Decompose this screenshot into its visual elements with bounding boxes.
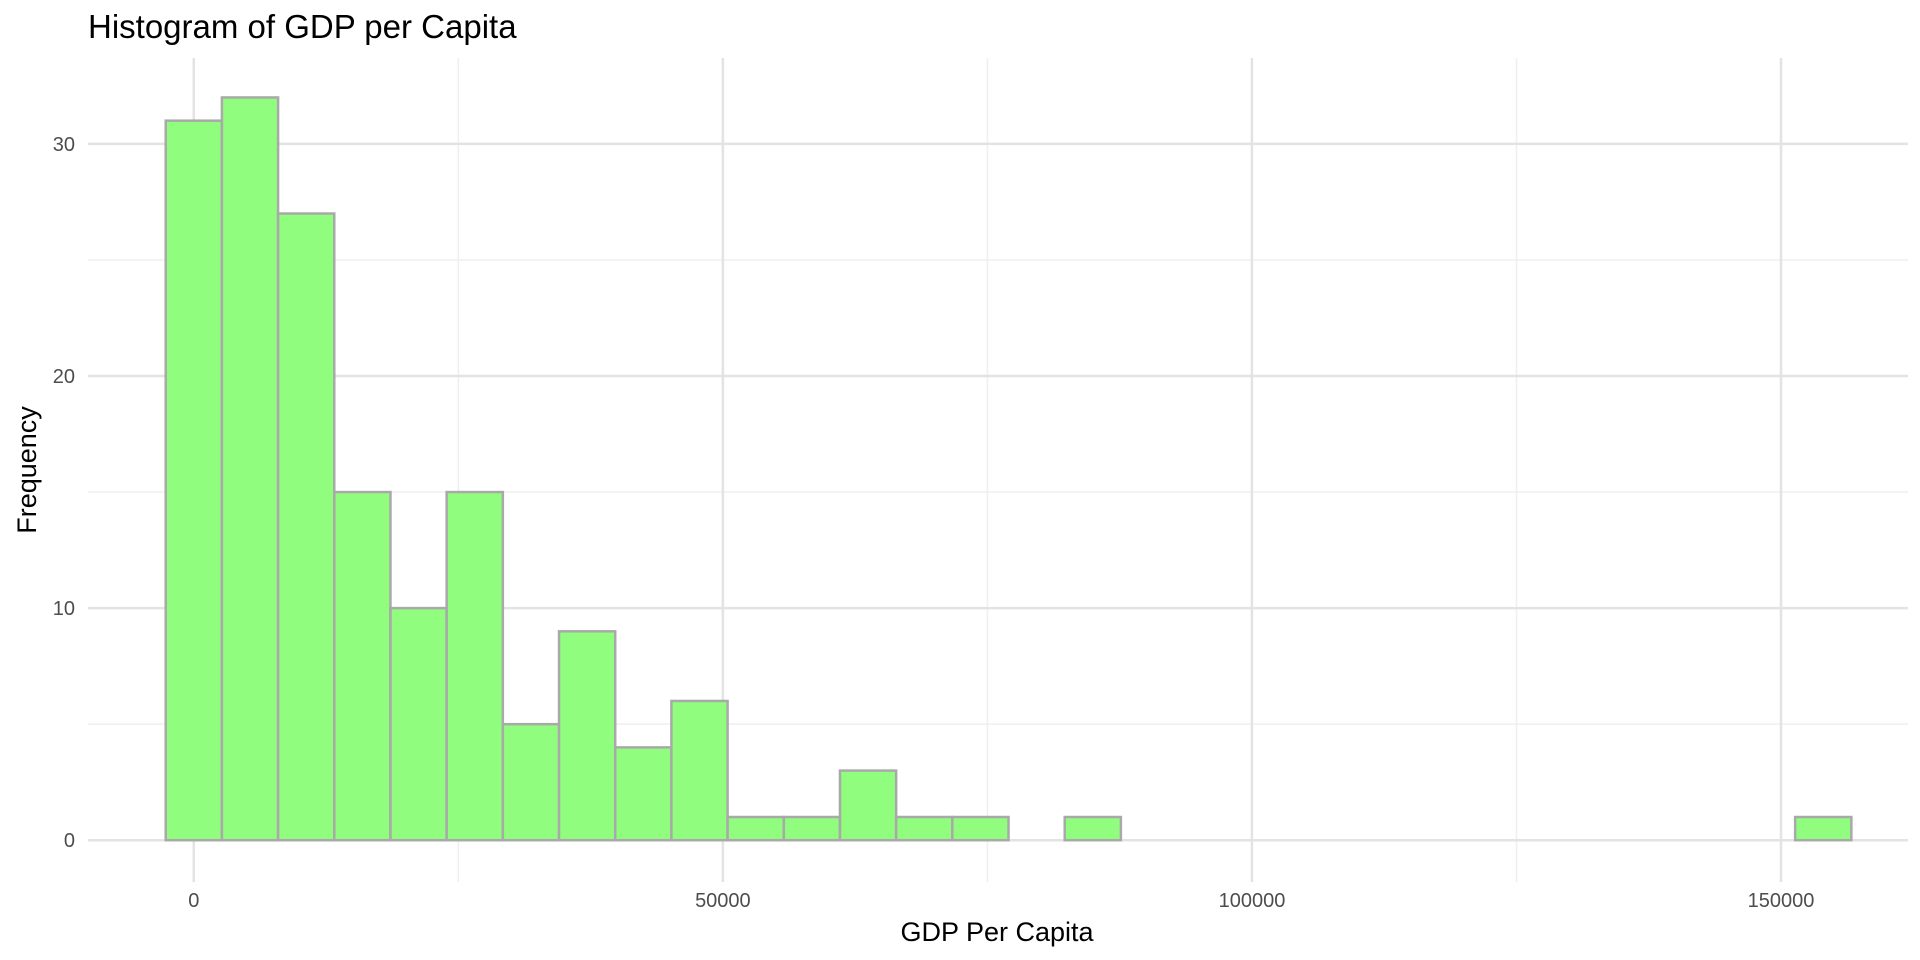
- y-tick-label: 20: [53, 366, 75, 388]
- chart-title: Histogram of GDP per Capita: [88, 8, 517, 45]
- histogram-bar: [782, 815, 842, 842]
- histogram-bar: [670, 699, 729, 842]
- histogram-bar: [726, 815, 786, 842]
- histogram-bar: [613, 746, 673, 842]
- histogram-bar: [164, 119, 224, 842]
- bars-layer: [164, 96, 1853, 842]
- histogram-bar: [894, 815, 954, 842]
- y-tick-label: 30: [53, 134, 75, 156]
- histogram-bar: [838, 769, 898, 842]
- y-axis-tick-labels: 0 10 20 30: [53, 134, 75, 852]
- histogram-bar: [276, 212, 336, 842]
- y-tick-label: 10: [53, 598, 75, 620]
- histogram-bar: [951, 815, 1010, 842]
- histogram-bar: [1063, 815, 1123, 842]
- histogram-bar: [501, 722, 561, 842]
- histogram-bar: [445, 490, 505, 842]
- y-tick-label: 0: [64, 830, 75, 852]
- x-tick-label: 100000: [1219, 890, 1286, 912]
- histogram-bar: [389, 606, 448, 842]
- x-axis-tick-labels: 0 50000 100000 150000: [188, 890, 1814, 912]
- x-tick-label: 150000: [1748, 890, 1815, 912]
- x-axis-title: GDP Per Capita: [900, 917, 1094, 947]
- y-axis-title: Frequency: [12, 406, 42, 534]
- histogram-bar: [333, 490, 392, 842]
- histogram-bar: [557, 630, 617, 842]
- x-tick-label: 50000: [695, 890, 751, 912]
- histogram-bar: [220, 96, 280, 842]
- x-tick-label: 0: [188, 890, 199, 912]
- histogram-bar: [1793, 815, 1853, 842]
